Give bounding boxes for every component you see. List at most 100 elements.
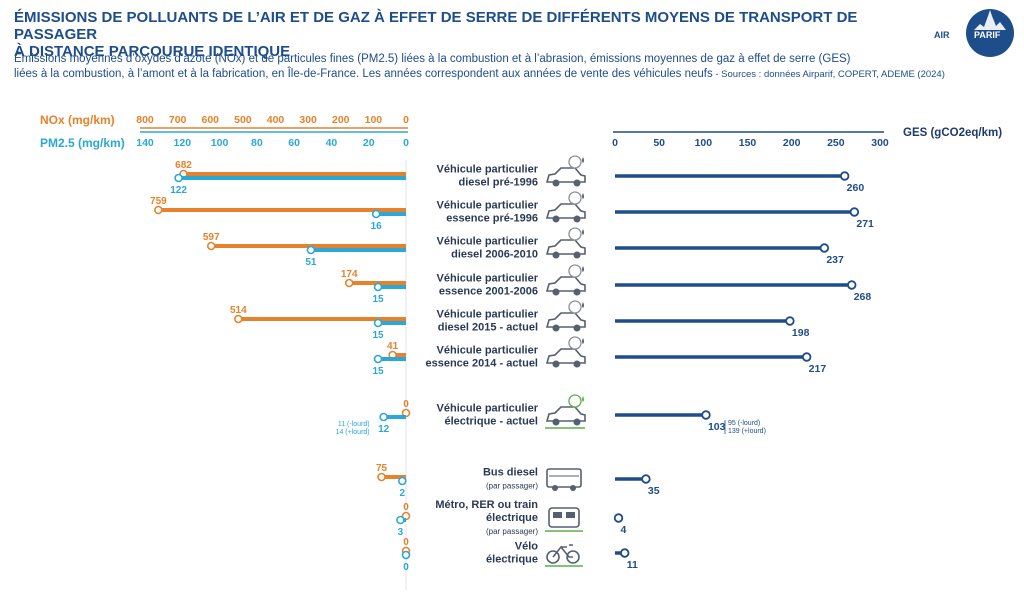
category-label: diesel pré-1996 [459, 177, 539, 189]
fuel-drop-icon [582, 157, 584, 163]
category-label: (par passager) [486, 482, 538, 491]
pm-data-label: 16 [371, 221, 383, 232]
pm-tick-label: 0 [403, 137, 409, 149]
ges-data-label: 217 [809, 363, 827, 375]
subtitle-line-2-text: liées à la combustion, à l’amont et à la… [14, 68, 713, 80]
wheel [566, 550, 580, 564]
nox-data-label: 0 [403, 537, 409, 548]
nox-data-label: 682 [175, 160, 192, 171]
wheel [573, 288, 581, 296]
pm-data-label: 2 [399, 488, 405, 499]
wheel [573, 215, 581, 223]
nox-tick-label: 0 [403, 114, 409, 126]
pm-data-label: 15 [372, 366, 384, 377]
ges-data-label: 35 [648, 485, 660, 497]
badge-icon [568, 191, 582, 205]
badge-icon [568, 300, 582, 314]
airparif-logo: AIR PARIF [934, 9, 1014, 57]
fuel-drop-icon [582, 229, 584, 235]
nox-data-label: 0 [403, 502, 409, 513]
nox-tick-label: 200 [332, 114, 350, 126]
ges-data-label: 4 [621, 524, 627, 536]
ges-data-label: 271 [856, 218, 874, 230]
car-body [545, 312, 586, 328]
category-label: électrique [486, 512, 538, 524]
chart-title: ÉMISSIONS DE POLLUANTS DE L’AIR ET DE GA… [14, 9, 914, 60]
nox-data-label: 75 [376, 463, 388, 474]
wheel [552, 360, 560, 368]
fuel-drop-icon [582, 193, 584, 199]
pm-point [379, 412, 388, 422]
pm-point [371, 209, 381, 219]
ges-data-label: 237 [826, 254, 844, 266]
wheel [573, 360, 581, 368]
pm-point [373, 318, 383, 328]
pm-point [373, 354, 383, 364]
source-note: - Sources : données Airparif, COPERT, AD… [712, 69, 945, 80]
pm-point [306, 245, 316, 255]
category-label: (par passager) [486, 527, 538, 536]
ges-data-label: 103 [708, 421, 726, 433]
category-label: essence 2014 - actuel [425, 358, 538, 370]
bus-icon [546, 468, 582, 491]
category-row: 75 2 35 Bus diesel (par passager) [376, 463, 660, 499]
badge-icon [568, 227, 582, 241]
pm-tick-label: 60 [288, 137, 300, 149]
car-petrol-icon [545, 336, 586, 368]
category-label: Véhicule particulier [437, 164, 539, 176]
wheel [570, 485, 576, 491]
car-diesel-icon [545, 155, 586, 187]
pm-tick-label: 140 [136, 137, 154, 149]
nox-point [206, 241, 216, 251]
category-label: électrique [486, 554, 538, 566]
category-label: électrique - actuel [444, 416, 538, 428]
wheel [573, 418, 581, 426]
pm-point [396, 515, 405, 525]
nox-tick-label: 600 [201, 114, 219, 126]
ges-data-label: 11 [627, 559, 638, 571]
nox-tick-label: 500 [234, 114, 252, 126]
ges-tick-label: 100 [695, 137, 713, 149]
title-line-1: ÉMISSIONS DE POLLUANTS DE L’AIR ET DE GA… [14, 9, 858, 43]
nox-data-label: 514 [230, 305, 247, 316]
wheel [552, 324, 560, 332]
chart-subtitle: Émissions moyennes d’oxydes d’azote (NOx… [14, 52, 974, 82]
fuel-drop-icon [582, 302, 584, 308]
ges-data-label: 198 [792, 327, 810, 339]
pm-point [174, 173, 183, 183]
nox-data-label: 759 [150, 196, 167, 207]
category-label: Métro, RER ou train [435, 499, 538, 511]
bus-body [546, 468, 582, 488]
category-label: Vélo [515, 541, 539, 553]
pm-note-high: 14 (+lourd) [336, 429, 370, 436]
category-label: Véhicule particulier [437, 236, 539, 248]
category-label: diesel 2015 - actuel [438, 322, 538, 334]
nox-point [154, 205, 163, 215]
car-body [545, 203, 586, 219]
fuel-drop-icon [582, 338, 584, 344]
bike-icon [545, 544, 583, 567]
wheel [552, 288, 560, 296]
ges-point [641, 474, 651, 484]
car-body [545, 239, 586, 255]
ges-point [701, 410, 711, 420]
ges-tick-label: 300 [871, 137, 889, 149]
title-line-2: À DISTANCE PARCOURUE IDENTIQUE [14, 43, 291, 60]
pm-tick-label: 120 [174, 137, 192, 149]
ges-note-low: 95 (-lourd) [728, 420, 760, 427]
wheel [552, 215, 560, 223]
car-electric-icon [545, 394, 586, 429]
wheel [552, 485, 558, 491]
wheel [573, 179, 581, 187]
nox-axis-label: NOx (mg/km) [40, 113, 115, 127]
subtitle-line-1: Émissions moyennes d’oxydes d’azote (NOx… [14, 53, 851, 65]
ges-tick-label: 200 [783, 137, 801, 149]
bike-frame [552, 544, 573, 558]
